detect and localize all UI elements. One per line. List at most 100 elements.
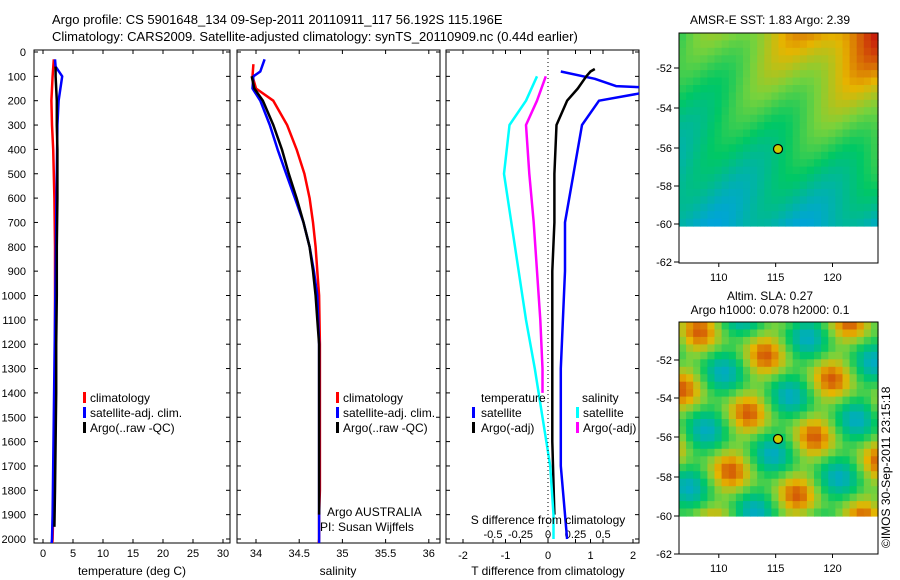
sst-map-cell: [863, 211, 872, 220]
sla-map-cell: [849, 351, 858, 360]
sst-map-cell: [750, 188, 758, 197]
sst-map-cell: [686, 218, 694, 227]
sla-map-cell: [735, 426, 744, 435]
sst-map-cell: [778, 129, 787, 138]
series-argo: [53, 66, 59, 527]
sla-map-cell: [750, 351, 758, 360]
sst-map-cell: [792, 203, 801, 212]
sla-map-cell: [849, 471, 858, 480]
sla-map-cell: [686, 336, 694, 345]
sla-map-cell: [842, 359, 851, 368]
sla-map-cell: [806, 404, 815, 413]
sla-map-cell: [714, 486, 723, 495]
sla-map-cell: [870, 329, 879, 338]
sst-map-cell: [721, 122, 730, 131]
sla-map-cell: [806, 411, 815, 420]
sst-map-cell: [870, 85, 879, 93]
s-difference-xlabel: S difference from climatology: [471, 513, 626, 527]
sla-map-cell: [814, 322, 822, 331]
sla-map-cell: [700, 381, 708, 390]
sla-map-cell: [799, 478, 808, 487]
sst-map-cell: [757, 99, 765, 108]
sla-map-cell: [842, 336, 851, 345]
sst-map-cell: [863, 144, 872, 153]
sst-map-cell: [686, 47, 694, 56]
sst-map-cell: [863, 107, 872, 116]
sst-map-cell: [856, 159, 865, 168]
sst-map-cell: [707, 166, 716, 175]
sla-map-cell: [750, 359, 758, 368]
sst-map-cell: [799, 55, 808, 64]
sst-map-cell: [806, 188, 815, 197]
sla-map-cell: [743, 396, 751, 405]
sla-map-cell: [806, 359, 815, 368]
sla-map-cell: [707, 441, 716, 450]
sst-map-cell: [714, 129, 723, 138]
sla-map-cell: [693, 433, 701, 442]
sst-map-cell: [849, 181, 858, 190]
sst-map-cell: [679, 99, 687, 108]
sla-map-cell: [814, 344, 822, 353]
sla-map-cell: [728, 329, 737, 338]
difference-s-xtick-label: 0.25: [565, 529, 586, 541]
sst-map-cell: [870, 159, 879, 168]
sst-map: [679, 33, 879, 227]
sst-map-cell: [728, 218, 737, 227]
sst-map-cell: [764, 92, 772, 101]
sla-map-cell: [842, 374, 851, 383]
sla-map-cell: [728, 433, 737, 442]
sst-map-cell: [792, 174, 801, 182]
sla-map-cell: [778, 419, 787, 428]
sla-map-cell: [778, 448, 787, 457]
sst-map-cell: [856, 114, 865, 123]
sst-map-cell: [728, 181, 737, 190]
sst-map-cell: [771, 55, 780, 64]
sla-map-cell: [771, 508, 780, 517]
sst-map-cell: [828, 151, 836, 160]
depth-tick-label: 500: [8, 169, 26, 181]
sla-map-cell: [700, 448, 708, 457]
sla-map-cell: [778, 404, 787, 413]
sla-map-cell: [785, 419, 794, 428]
sla-map-cell: [693, 508, 701, 517]
sla-map-cell: [799, 359, 808, 368]
sst-map-cell: [757, 122, 765, 131]
sst-map-cell: [799, 211, 808, 220]
sst-map-cell: [750, 122, 758, 131]
sla-map-cell: [814, 404, 822, 413]
depth-tick-label: 1300: [2, 364, 26, 376]
sla-map-cell: [721, 389, 730, 398]
sst-map-cell: [764, 77, 772, 86]
sst-map-cell: [849, 196, 858, 205]
sst-map-cell: [764, 114, 772, 123]
sst-map-cell: [849, 122, 858, 131]
difference-t-xtick-label: -1: [501, 550, 511, 562]
sla-map-cell: [856, 374, 865, 383]
sst-map-cell: [806, 47, 815, 56]
sla-map-cell: [835, 359, 844, 368]
sla-map-cell: [764, 508, 772, 517]
sst-map-cell: [764, 55, 772, 64]
sst-map-cell: [849, 99, 858, 108]
sst-map-cell: [743, 99, 751, 108]
sla-map-cell: [743, 381, 751, 390]
sla-map-cell: [785, 396, 794, 405]
sla-map-cell: [799, 448, 808, 457]
sst-map-cell: [679, 159, 687, 168]
sst-map-cell: [728, 174, 737, 182]
sst-map-cell: [757, 174, 765, 182]
sst-map-cell: [721, 47, 730, 56]
sla-map-cell: [792, 351, 801, 360]
sla-map-cell: [806, 471, 815, 480]
legend-swatch-satellite: [336, 407, 339, 418]
sla-map-cell: [764, 501, 772, 510]
sst-map-cell: [735, 211, 744, 220]
sst-map-cell: [728, 92, 737, 101]
sst-map-cell: [856, 62, 865, 71]
sst-map-cell: [849, 151, 858, 160]
sla-map-cell: [842, 501, 851, 510]
sst-map-cell: [750, 62, 758, 71]
sst-map-cell: [686, 55, 694, 64]
sst-map-cell: [821, 122, 829, 131]
sst-map-cell: [721, 211, 730, 220]
